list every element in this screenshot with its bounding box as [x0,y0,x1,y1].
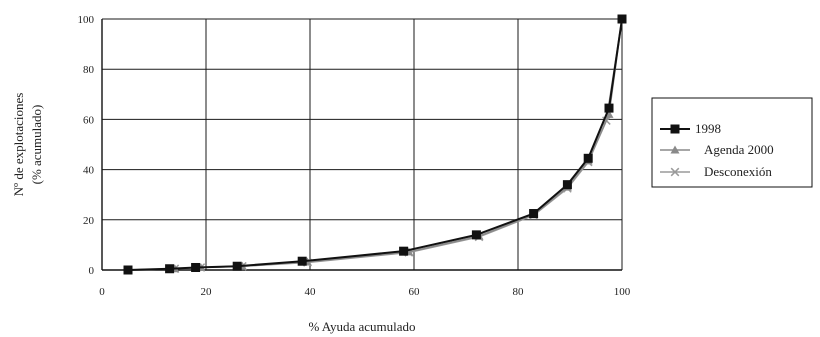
legend-item: Agenda 2000 [660,142,774,157]
plot-area [102,18,623,270]
legend-label: 1998 [695,121,721,136]
data-point [123,265,133,275]
data-point [583,153,593,163]
legend-swatch-marker [670,167,680,177]
legend-swatch-marker [670,145,680,154]
data-point [471,230,481,240]
data-point [165,264,175,274]
data-point [191,262,201,272]
y-tick-label: 60 [83,114,95,126]
legend-label: Desconexión [704,164,772,179]
legend-item: Desconexión [660,164,772,179]
y-axis-title-line2: (% acumulado) [29,105,44,185]
y-tick-label: 0 [89,265,95,277]
data-point [562,180,572,190]
data-point [297,256,307,266]
y-tick-label: 40 [83,165,95,177]
series-line [127,18,623,271]
x-axis-title: % Ayuda acumulado [308,319,415,334]
data-point [617,14,627,24]
data-point [399,246,409,256]
data-point [604,103,614,113]
series-lines [123,14,627,275]
y-axis-title-line1: Nº de explotaciones [11,93,26,197]
series-line [127,18,623,271]
legend: 1998 Agenda 2000 Desconexión [651,97,813,188]
legend-item: 1998 [660,121,721,136]
series-0 [123,14,627,275]
series-1 [123,14,627,274]
series-2 [123,14,627,275]
x-tick-label: 20 [201,286,213,298]
legend-label: Agenda 2000 [704,142,774,157]
legend-swatch-marker [670,124,680,134]
y-tick-label: 80 [83,64,95,76]
x-tick-label: 80 [513,286,525,298]
x-tick-label: 60 [409,286,421,298]
axes: 0 20 40 60 80 100 0 20 40 60 80 100 % Ayuda acumulad… [11,14,631,334]
series-line [127,18,623,271]
data-point [232,261,242,271]
x-tick-label: 0 [99,286,105,298]
x-tick-label: 100 [614,286,631,298]
y-tick-label: 20 [83,215,95,227]
x-tick-label: 40 [305,286,317,298]
y-tick-label: 100 [78,14,95,26]
data-point [529,209,539,219]
